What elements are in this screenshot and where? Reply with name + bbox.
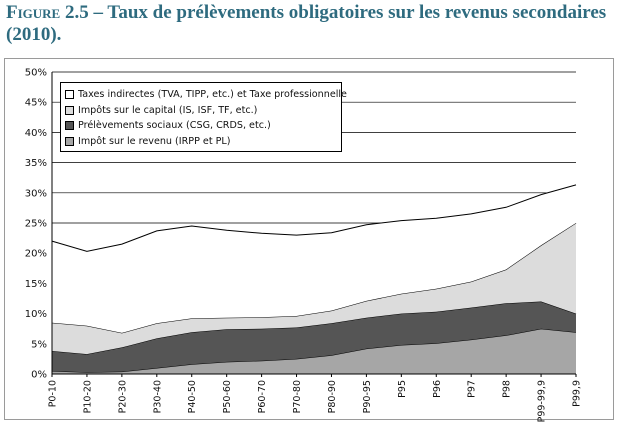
x-tick-label: P40-50 [187, 380, 198, 413]
legend-swatch [65, 136, 74, 146]
legend-item: Impôts sur le capital (IS, ISF, TF, etc.… [65, 103, 341, 119]
y-tick-label: 35% [25, 158, 47, 169]
area-series-4 [52, 184, 576, 333]
y-tick-label: 5% [31, 339, 47, 350]
legend-label: Prélèvements sociaux (CSG, CRDS, etc.) [78, 120, 271, 132]
y-tick-label: 10% [25, 309, 47, 320]
legend-label: Taxes indirectes (TVA, TIPP, etc.) et Ta… [78, 89, 347, 101]
legend-label: Impôt sur le revenu (IRPP et PL) [78, 135, 231, 147]
x-tick-label: P97 [467, 380, 478, 398]
x-tick-label: P99-99,9 [537, 380, 548, 422]
chart-legend: Taxes indirectes (TVA, TIPP, etc.) et Ta… [60, 82, 347, 152]
x-tick-label: P90-95 [362, 380, 373, 413]
area-series-3 [52, 223, 576, 355]
legend-label: Impôts sur le capital (IS, ISF, TF, etc.… [78, 104, 258, 116]
area-series-1 [52, 328, 576, 374]
x-tick-label: P10-20 [82, 380, 93, 413]
x-tick-label: P80-90 [327, 380, 338, 413]
x-tick-label: P70-80 [292, 380, 303, 413]
legend-item: Impôt sur le revenu (IRPP et PL) [65, 134, 341, 150]
x-tick-label: P50-60 [222, 380, 233, 413]
y-tick-label: 45% [25, 98, 47, 109]
y-tick-label: 20% [25, 249, 47, 260]
x-tick-label: P0-10 [48, 380, 59, 407]
y-tick-label: 30% [25, 188, 47, 199]
figure-caption: – Taux de prélèvements obligatoires sur … [6, 2, 607, 45]
area-series-2 [52, 301, 576, 373]
x-tick-label: P99,9 [572, 380, 583, 407]
legend-swatch [65, 121, 74, 131]
area-series-4-outline [51, 184, 577, 252]
y-tick-label: 15% [25, 279, 47, 290]
legend-swatch [65, 90, 74, 100]
x-tick-label: P20-30 [117, 380, 128, 413]
x-tick-label: P30-40 [152, 380, 163, 413]
y-tick-label: 50% [25, 68, 47, 79]
legend-item: Prélèvements sociaux (CSG, CRDS, etc.) [65, 118, 341, 134]
y-tick-label: 25% [25, 219, 47, 230]
x-tick-label: P98 [502, 380, 513, 398]
figure-label: Figure 2.5 [6, 2, 89, 23]
figure-title: Figure 2.5 – Taux de prélèvements obliga… [6, 2, 612, 46]
legend-item: Taxes indirectes (TVA, TIPP, etc.) et Ta… [65, 87, 347, 103]
x-tick-label: P60-70 [257, 380, 268, 413]
legend-swatch [65, 105, 74, 115]
chart-frame [4, 58, 614, 420]
y-tick-label: 0% [31, 370, 47, 381]
x-tick-label: P96 [432, 380, 443, 398]
y-tick-label: 40% [25, 128, 47, 139]
x-tick-label: P95 [397, 380, 408, 398]
